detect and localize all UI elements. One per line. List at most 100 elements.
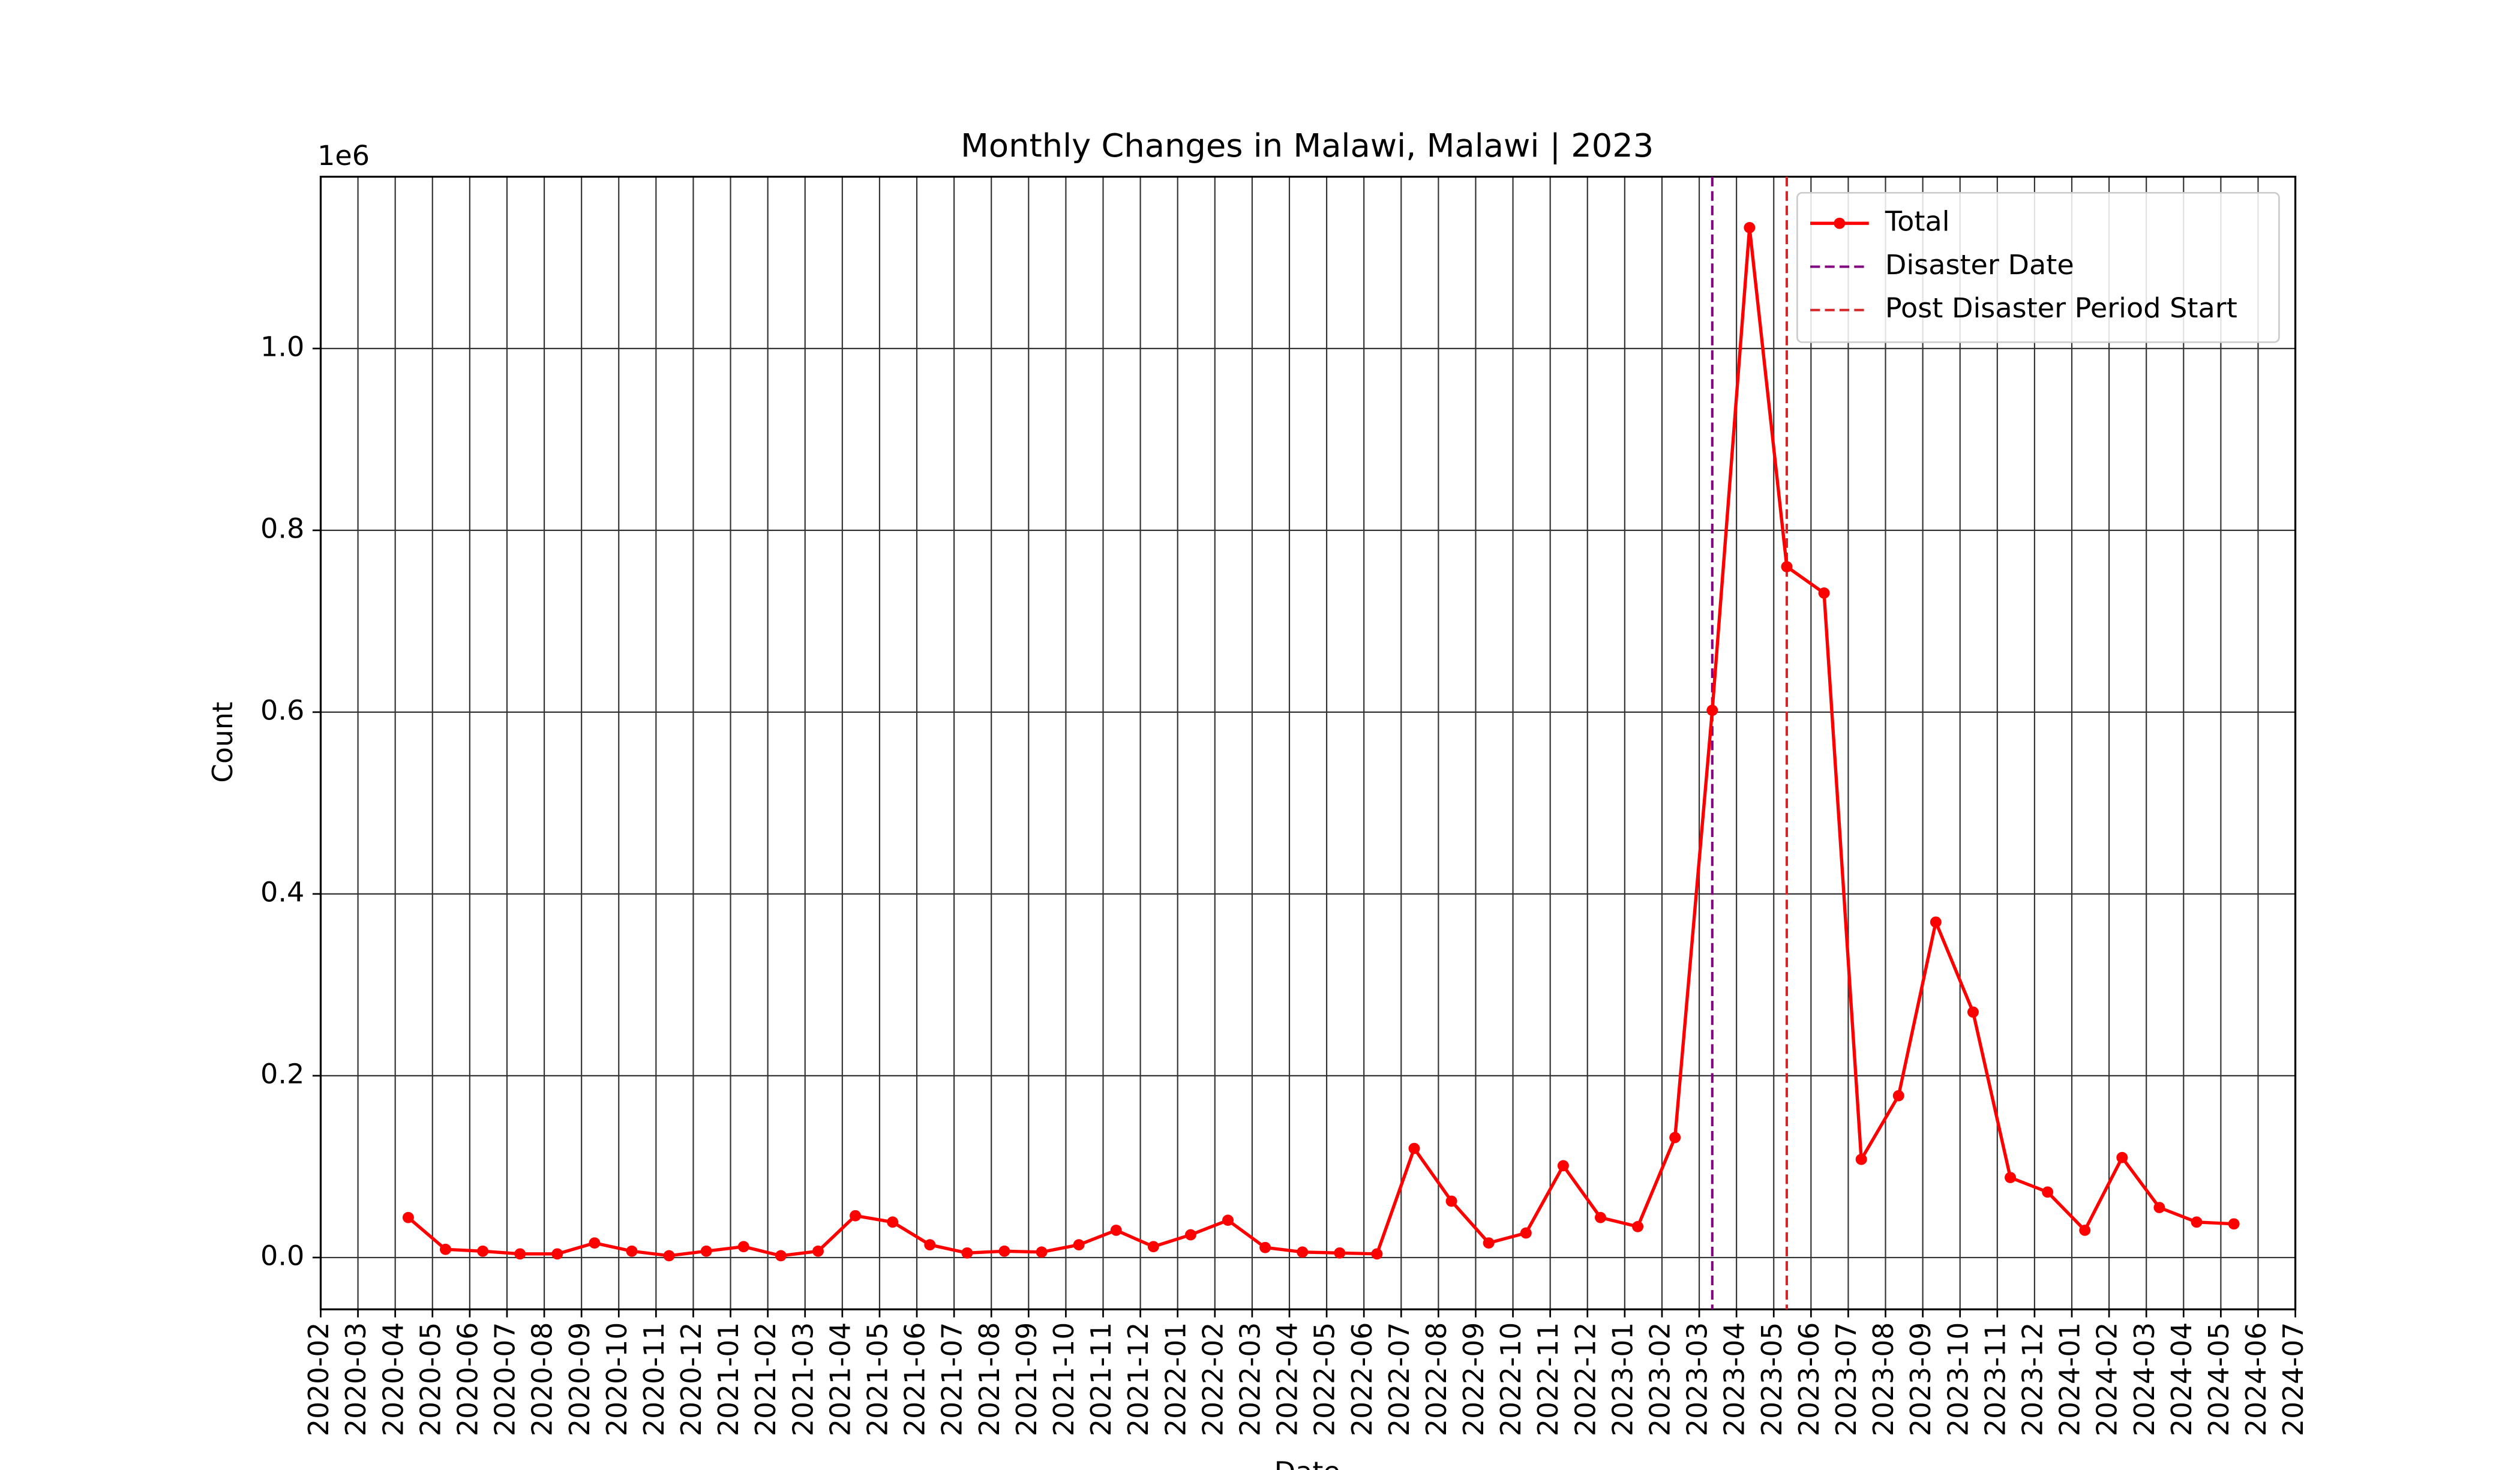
x-tick-label: 2021-06: [898, 1322, 931, 1436]
x-tick-label: 2023-06: [1793, 1322, 1825, 1436]
legend-marker: [1834, 217, 1846, 229]
x-tick-label: 2023-01: [1606, 1322, 1639, 1436]
x-tick-label: 2021-05: [861, 1322, 893, 1436]
x-tick-label: 2021-12: [1122, 1322, 1154, 1436]
x-tick-label: 2022-02: [1196, 1322, 1229, 1436]
x-tick-label: 2020-08: [526, 1322, 558, 1436]
data-point: [2042, 1186, 2054, 1198]
x-tick-label: 2021-07: [935, 1322, 968, 1436]
x-tick-label: 2021-10: [1048, 1322, 1080, 1436]
data-point: [775, 1250, 787, 1262]
data-point: [1371, 1248, 1383, 1260]
x-tick-label: 2021-02: [749, 1322, 782, 1436]
x-tick-label: 2021-09: [1010, 1322, 1043, 1436]
data-point: [1483, 1237, 1495, 1249]
data-point: [1669, 1132, 1681, 1144]
data-point: [1520, 1227, 1532, 1239]
x-tick-label: 2023-08: [1867, 1322, 1900, 1436]
chart-title: Monthly Changes in Malawi, Malawi | 2023: [961, 127, 1654, 164]
x-tick-label: 2020-10: [601, 1322, 633, 1436]
x-tick-label: 2022-05: [1308, 1322, 1340, 1436]
x-tick-label: 2022-07: [1383, 1322, 1415, 1436]
x-tick-label: 2024-06: [2240, 1322, 2272, 1436]
x-tick-label: 2020-02: [302, 1322, 335, 1436]
legend-label: Disaster Date: [1885, 248, 2074, 281]
data-point: [626, 1245, 638, 1257]
data-point: [551, 1248, 563, 1260]
y-tick-label: 0.0: [260, 1240, 304, 1272]
data-point: [477, 1245, 489, 1257]
y-offset-label: 1e6: [317, 139, 370, 172]
x-tick-label: 2022-08: [1420, 1322, 1453, 1436]
y-tick-label: 0.6: [260, 694, 304, 727]
x-tick-label: 2024-03: [2128, 1322, 2160, 1436]
data-point: [1706, 704, 1718, 716]
y-axis-label: Count: [206, 701, 239, 782]
y-tick-label: 0.2: [260, 1058, 304, 1090]
data-point: [924, 1239, 936, 1251]
data-point: [1744, 222, 1756, 233]
x-tick-label: 2023-12: [2016, 1322, 2048, 1436]
data-point: [812, 1245, 824, 1257]
x-tick-label: 2020-04: [377, 1322, 409, 1436]
data-point: [1110, 1225, 1122, 1236]
x-tick-label: 2021-11: [1085, 1322, 1117, 1436]
legend-label: Post Disaster Period Start: [1885, 292, 2237, 324]
data-point: [2079, 1225, 2091, 1236]
data-point: [2228, 1218, 2240, 1230]
data-point: [402, 1211, 414, 1223]
data-point: [700, 1245, 712, 1257]
data-point: [1892, 1090, 1904, 1102]
x-tick-label: 2020-09: [563, 1322, 595, 1436]
data-point: [589, 1237, 601, 1249]
x-tick-label: 2024-01: [2053, 1322, 2086, 1436]
x-tick-label: 2022-11: [1532, 1322, 1564, 1436]
data-point: [1818, 587, 1830, 599]
data-point: [2191, 1216, 2203, 1228]
legend-label: Total: [1885, 205, 1950, 238]
y-tick-label: 1.0: [260, 331, 304, 363]
x-tick-label: 2022-01: [1159, 1322, 1192, 1436]
x-tick-label: 2023-09: [1904, 1322, 1937, 1436]
data-point: [1222, 1214, 1234, 1226]
x-tick-label: 2021-03: [787, 1322, 819, 1436]
x-tick-label: 2024-05: [2203, 1322, 2235, 1436]
series-line: [407, 227, 2234, 1258]
y-tick-label: 0.4: [260, 876, 304, 908]
data-point: [1781, 561, 1793, 572]
x-axis-label: Date: [1274, 1456, 1340, 1470]
x-tick-label: 2021-04: [824, 1322, 856, 1436]
x-tick-label: 2023-03: [1681, 1322, 1713, 1436]
data-point: [2153, 1202, 2165, 1213]
data-point: [961, 1247, 973, 1259]
data-point: [1334, 1247, 1346, 1259]
data-point: [1445, 1195, 1457, 1207]
x-tick-label: 2022-12: [1569, 1322, 1601, 1436]
x-tick-label: 2022-10: [1495, 1322, 1527, 1436]
x-tick-label: 2023-02: [1643, 1322, 1676, 1436]
x-tick-label: 2023-07: [1830, 1322, 1862, 1436]
data-point: [1147, 1241, 1159, 1253]
data-point: [737, 1241, 749, 1253]
data-point: [1632, 1221, 1644, 1232]
x-tick-label: 2022-09: [1457, 1322, 1490, 1436]
x-tick-label: 2024-07: [2277, 1322, 2309, 1436]
legend-box: [1796, 191, 2280, 343]
data-point: [1855, 1153, 1867, 1165]
x-tick-label: 2020-12: [675, 1322, 707, 1436]
y-tick-label: 0.8: [260, 512, 304, 545]
data-point: [1297, 1246, 1309, 1258]
x-tick-label: 2023-10: [1942, 1322, 1974, 1436]
x-tick-label: 2021-08: [973, 1322, 1006, 1436]
x-tick-label: 2022-04: [1271, 1322, 1303, 1436]
x-tick-label: 2020-06: [451, 1322, 484, 1436]
x-tick-label: 2023-11: [1979, 1322, 2011, 1436]
x-tick-label: 2020-05: [414, 1322, 446, 1436]
data-point: [2116, 1151, 2128, 1163]
data-point: [514, 1248, 526, 1260]
x-tick-label: 2022-03: [1234, 1322, 1266, 1436]
x-tick-label: 2024-04: [2165, 1322, 2198, 1436]
data-point: [1967, 1006, 1979, 1018]
